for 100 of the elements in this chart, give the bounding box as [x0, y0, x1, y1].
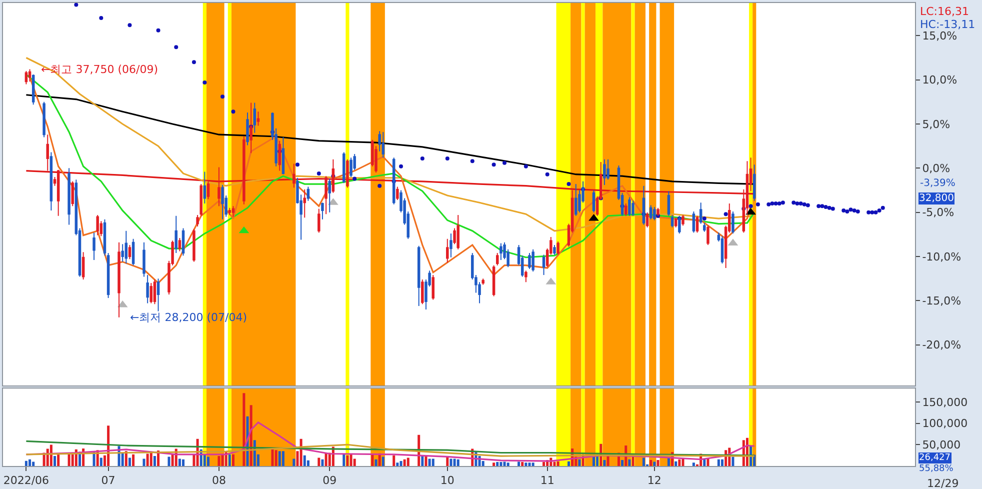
bar: [382, 456, 384, 466]
bar: [128, 458, 131, 466]
bar: [556, 461, 560, 466]
candlestick: [174, 215, 178, 254]
bar: [621, 460, 624, 466]
candlestick: [396, 186, 399, 200]
bar: [232, 454, 234, 466]
candlestick: [720, 236, 724, 264]
bar: [24, 460, 28, 466]
candlestick: [92, 232, 96, 261]
candlestick: [667, 190, 670, 216]
candlestick: [532, 248, 534, 272]
bar: [392, 455, 396, 466]
candlestick: [706, 225, 710, 246]
candlestick: [203, 171, 206, 204]
candlestick: [228, 207, 232, 216]
y-tick-label: -20,0%: [922, 338, 962, 352]
bar: [450, 458, 452, 466]
line-series: [25, 94, 756, 185]
bar: [532, 462, 534, 466]
y-tick-label: 15,0%: [922, 30, 958, 43]
candlestick: [182, 228, 185, 256]
candlestick: [432, 274, 434, 300]
candlestick: [482, 278, 484, 286]
candlestick: [646, 212, 649, 228]
y-tick-label: 10,0%: [922, 74, 958, 87]
candlestick: [103, 218, 106, 256]
text: 55,88%: [919, 464, 954, 474]
bar: [324, 453, 328, 466]
candlestick: [417, 245, 420, 306]
bar: [274, 450, 278, 466]
y-tick-label: -10,0%: [922, 250, 962, 264]
bar: [500, 462, 502, 466]
bar: [228, 454, 231, 466]
bar: [218, 456, 220, 466]
candlestick: [553, 244, 556, 256]
candlestick: [28, 68, 32, 82]
candlestick: [192, 228, 196, 262]
x-tick-label: 07: [101, 474, 116, 488]
bar: [318, 458, 320, 466]
bar: [321, 459, 324, 466]
bar: [396, 462, 399, 466]
candlestick: [328, 178, 331, 213]
bar: [518, 462, 520, 466]
x-tick-label: 12: [647, 474, 662, 488]
candlestick: [246, 112, 249, 146]
bar: [342, 454, 346, 466]
candlestick: [603, 158, 606, 186]
bar: [717, 459, 720, 466]
bar: [732, 456, 734, 466]
bar: [706, 458, 710, 466]
bar: [453, 458, 456, 466]
candlestick: [232, 206, 235, 218]
candlestick: [670, 214, 674, 228]
candlestick: [256, 111, 260, 126]
candlestick: [624, 202, 628, 216]
candlestick: [692, 210, 696, 234]
bar: [432, 458, 434, 466]
candlestick: [628, 196, 631, 216]
candlestick: [421, 278, 424, 305]
bar: [592, 456, 595, 466]
bar: [403, 459, 406, 466]
bar: [421, 456, 424, 466]
candlestick: [156, 278, 160, 312]
bar: [168, 456, 170, 466]
candlestick: [653, 206, 656, 221]
bar: [142, 458, 146, 466]
bar: [282, 451, 284, 466]
bar: [656, 460, 660, 466]
line-series: [25, 56, 756, 232]
candlestick: [696, 215, 699, 234]
bar: [371, 455, 374, 466]
bar: [182, 459, 185, 466]
bar: [603, 460, 606, 466]
candlestick: [306, 186, 310, 202]
candlestick: [556, 240, 560, 256]
candlestick: [574, 184, 578, 216]
text: LC:16,31: [920, 5, 970, 18]
bar: [521, 462, 524, 466]
bar: [553, 462, 556, 466]
x-tick-label: 09: [322, 474, 337, 488]
bar: [303, 455, 306, 466]
bar: [100, 458, 102, 466]
bar: [653, 462, 656, 466]
text: HC:-13,11: [920, 18, 976, 31]
bar: [353, 458, 356, 466]
candlestick: [200, 184, 202, 216]
candlestick: [118, 242, 120, 318]
candlestick: [592, 190, 596, 213]
bar: [146, 454, 149, 466]
candlestick: [342, 152, 346, 184]
line-series: [25, 444, 756, 457]
candlestick: [42, 101, 46, 138]
bar: [568, 461, 570, 466]
candlestick: [50, 152, 53, 212]
y-tick-label: 0,0%: [922, 162, 950, 176]
bar: [400, 461, 402, 466]
bar: [28, 459, 32, 466]
bar: [528, 462, 531, 466]
candlestick: [674, 217, 678, 228]
